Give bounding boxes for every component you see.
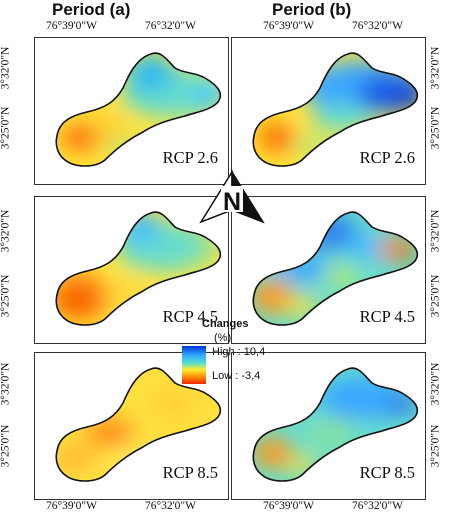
- lon-label-bottom-right-b: 76°32'0"W: [352, 500, 403, 512]
- lat-label-right-top-row2: 3°32'0"N: [429, 209, 442, 253]
- lon-label-bottom-left-b: 76°39'0"W: [263, 500, 314, 512]
- lat-label-left-bottom-row3: 3°25'0"N: [0, 424, 12, 468]
- period-a-title: Period (a): [52, 0, 131, 19]
- scenario-label: RCP 4.5: [359, 307, 415, 326]
- precipitation-change-map: [252, 211, 419, 326]
- precipitation-change-map: [55, 211, 222, 326]
- scenario-label: RCP 4.5: [162, 307, 218, 326]
- lon-label-bottom-right-a: 76°32'0"W: [145, 500, 196, 512]
- map-panel-a-rcp45: RCP 4.5: [34, 196, 229, 344]
- period-b-title: Period (b): [272, 0, 352, 19]
- lat-label-right-bottom-row2: 3°25'0"N: [429, 274, 442, 318]
- lat-label-left-top-row2: 3°32'0"N: [0, 209, 12, 253]
- precipitation-change-map: [252, 367, 419, 482]
- legend-title: Changes: [202, 318, 249, 330]
- lat-label-left-top-row3: 3°32'0"N: [0, 362, 12, 406]
- map-panel-a-rcp26: RCP 2.6: [34, 37, 229, 185]
- lat-label-left-bottom-row2: 3°25'0"N: [0, 274, 12, 318]
- lat-label-left-bottom-row1: 3°25'0"N: [0, 106, 12, 150]
- legend-high-label: High : 10,4: [212, 346, 266, 358]
- lon-label-bottom-left-a: 76°39'0"W: [46, 500, 97, 512]
- precipitation-change-map: [55, 367, 222, 482]
- map-panel-b-rcp85: RCP 8.5: [231, 352, 426, 500]
- legend-low-label: Low : -3,4: [212, 370, 261, 382]
- north-arrow-icon: N: [199, 169, 265, 231]
- map-panel-b-rcp45: RCP 4.5: [231, 196, 426, 344]
- lon-label-top-right-a: 76°32'0"W: [145, 20, 196, 32]
- legend-color-ramp: [182, 346, 206, 384]
- north-letter: N: [223, 188, 241, 216]
- scenario-label: RCP 8.5: [359, 463, 415, 482]
- precipitation-change-map: [55, 52, 222, 167]
- lat-label-right-top-row3: 3°32'0"N: [429, 362, 442, 406]
- lat-label-right-bottom-row3: 3°25'0"N: [429, 424, 442, 468]
- lon-label-top-left-b: 76°39'0"W: [263, 20, 314, 32]
- scenario-label: RCP 2.6: [162, 148, 218, 167]
- map-panel-b-rcp26: RCP 2.6: [231, 37, 426, 185]
- scenario-label: RCP 8.5: [162, 463, 218, 482]
- lat-label-left-top-row1: 3°32'0"N: [0, 46, 12, 90]
- lon-label-top-left-a: 76°39'0"W: [46, 20, 97, 32]
- precipitation-change-map: [252, 52, 419, 167]
- legend-unit: (%): [214, 332, 232, 344]
- legend: Changes (%) High : 10,4 Low : -3,4: [176, 318, 286, 386]
- lon-label-top-right-b: 76°32'0"W: [352, 20, 403, 32]
- scenario-label: RCP 2.6: [359, 148, 415, 167]
- lat-label-right-bottom-row1: 3°25'0"N: [429, 106, 442, 150]
- lat-label-right-top-row1: 3°32'0"N: [429, 46, 442, 90]
